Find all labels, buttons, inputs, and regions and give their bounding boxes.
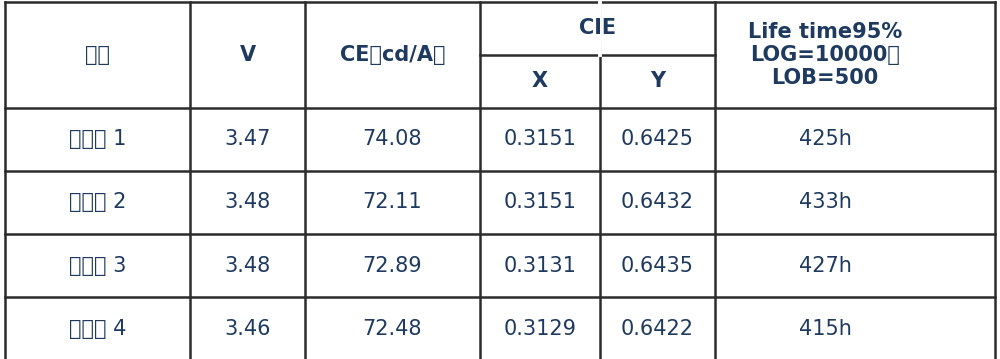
Text: 3.47: 3.47 [224,129,271,149]
Text: 0.3151: 0.3151 [504,129,576,149]
Text: CIE: CIE [579,18,616,38]
Text: 0.6432: 0.6432 [621,192,694,213]
Text: 0.3129: 0.3129 [504,319,576,339]
Text: 425h: 425h [799,129,851,149]
Text: 72.48: 72.48 [363,319,422,339]
Text: 实施例 2: 实施例 2 [69,192,126,213]
Text: 427h: 427h [799,256,851,276]
Text: CE（cd/A）: CE（cd/A） [340,45,445,65]
Text: 72.11: 72.11 [363,192,422,213]
Text: Y: Y [650,71,665,91]
Text: 3.48: 3.48 [224,256,271,276]
Text: X: X [532,71,548,91]
Text: 74.08: 74.08 [363,129,422,149]
Text: 0.3151: 0.3151 [504,192,576,213]
Text: 72.89: 72.89 [363,256,422,276]
Text: 3.46: 3.46 [224,319,271,339]
Text: 实施例 4: 实施例 4 [69,319,126,339]
Text: 0.3131: 0.3131 [504,256,576,276]
Text: 项目: 项目 [85,45,110,65]
Text: 0.6422: 0.6422 [621,319,694,339]
Text: 实施例 3: 实施例 3 [69,256,126,276]
Text: Life time95%
LOG=10000，
LOB=500: Life time95% LOG=10000， LOB=500 [748,22,902,88]
Text: 0.6435: 0.6435 [621,256,694,276]
Text: 433h: 433h [799,192,851,213]
Text: V: V [239,45,256,65]
Text: 3.48: 3.48 [224,192,271,213]
Text: 实施例 1: 实施例 1 [69,129,126,149]
Text: 0.6425: 0.6425 [621,129,694,149]
Text: 415h: 415h [799,319,851,339]
